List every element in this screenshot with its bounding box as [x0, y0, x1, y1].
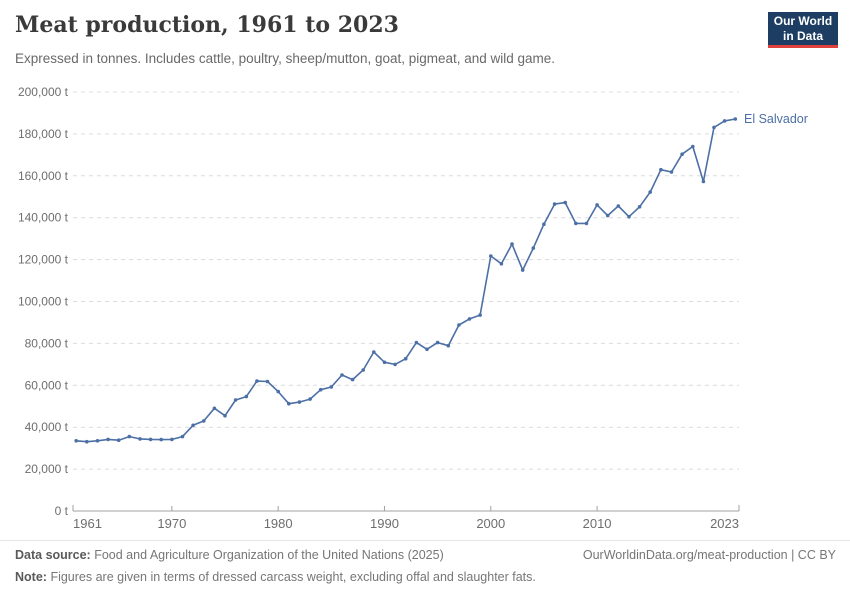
- x-tick-label: 1980: [264, 516, 293, 531]
- data-point: [712, 125, 716, 130]
- datasource-text: Food and Agriculture Organization of the…: [94, 548, 444, 562]
- data-point: [95, 439, 100, 443]
- data-point: [287, 401, 291, 406]
- data-point: [138, 437, 142, 441]
- data-point: [414, 340, 419, 345]
- data-point: [170, 437, 174, 442]
- chart-subtitle: Expressed in tonnes. Includes cattle, po…: [15, 51, 556, 66]
- data-line: [75, 118, 737, 443]
- data-point: [393, 362, 397, 367]
- data-point: [116, 438, 121, 443]
- data-point: [659, 167, 663, 172]
- x-tick-label: 1990: [370, 516, 399, 531]
- data-point: [552, 202, 557, 206]
- data-point: [733, 117, 738, 121]
- y-tick-label: 180,000 t: [18, 127, 69, 141]
- entity-label: El Salvador: [744, 112, 808, 126]
- x-tick-label: 2010: [583, 516, 612, 531]
- data-point: [180, 434, 185, 439]
- data-point: [510, 242, 514, 246]
- footer-note: Note: Figures are given in terms of dres…: [15, 570, 536, 584]
- data-point: [446, 343, 451, 348]
- footer-divider: [0, 540, 850, 541]
- data-point: [308, 397, 312, 401]
- data-point: [457, 323, 461, 327]
- data-point: [648, 190, 652, 194]
- data-point: [531, 246, 536, 250]
- data-point: [233, 398, 238, 402]
- data-point: [223, 413, 227, 418]
- data-point: [350, 377, 355, 382]
- data-point: [701, 179, 706, 184]
- data-point: [574, 221, 578, 226]
- y-tick-label: 120,000 t: [18, 253, 69, 267]
- y-tick-label: 60,000 t: [25, 378, 69, 392]
- data-point: [722, 119, 727, 123]
- data-point: [212, 406, 217, 411]
- data-point: [680, 152, 684, 156]
- data-point: [329, 385, 334, 389]
- data-point: [382, 360, 387, 365]
- data-point: [276, 389, 281, 394]
- datasource-label: Data source:: [15, 548, 91, 562]
- data-point: [297, 400, 302, 404]
- footer-link: OurWorldinData.org/meat-production | CC …: [582, 548, 836, 562]
- y-tick-label: 40,000 t: [25, 420, 69, 434]
- data-point: [467, 317, 472, 321]
- data-point: [244, 394, 249, 399]
- footer-datasource: Data source: Food and Agriculture Organi…: [15, 548, 444, 562]
- note-text: Figures are given in terms of dressed ca…: [50, 570, 536, 584]
- data-point: [563, 200, 567, 205]
- data-point: [85, 439, 89, 444]
- y-tick-label: 20,000 t: [25, 462, 69, 476]
- x-tick-label: 2023: [710, 516, 739, 531]
- data-point: [691, 144, 695, 149]
- data-point: [478, 313, 482, 317]
- chart-title: Meat production, 1961 to 2023: [15, 12, 399, 38]
- x-tick-label: 1970: [157, 516, 186, 531]
- data-point: [372, 350, 376, 354]
- data-point: [361, 368, 366, 372]
- data-point: [403, 356, 408, 361]
- data-point: [127, 434, 132, 439]
- data-point: [489, 254, 493, 258]
- line-chart: 0 t 20,000 t 40,000 t 60,000 t 80,000 t 100,0…: [18, 85, 808, 531]
- x-tick-label: 1961: [73, 516, 102, 531]
- note-label: Note:: [15, 570, 47, 584]
- data-point: [435, 340, 440, 345]
- data-point: [425, 347, 429, 352]
- data-point: [159, 437, 163, 442]
- y-tick-label: 200,000 t: [18, 85, 69, 99]
- y-tick-label: 100,000 t: [18, 295, 69, 309]
- owid-logo-line1: Our World: [773, 13, 833, 28]
- data-point: [255, 379, 259, 383]
- y-tick-label: 0 t: [55, 504, 69, 518]
- data-point: [605, 213, 610, 218]
- data-point: [520, 268, 525, 272]
- y-tick-label: 160,000 t: [18, 169, 69, 183]
- y-tick-label: 80,000 t: [25, 336, 69, 350]
- data-point: [340, 373, 344, 377]
- data-point: [318, 387, 323, 392]
- data-point: [627, 214, 631, 219]
- data-point: [616, 204, 621, 208]
- data-point: [202, 419, 206, 423]
- data-point: [106, 437, 110, 442]
- data-point: [74, 439, 78, 443]
- data-point: [191, 423, 195, 428]
- data-point: [637, 205, 642, 209]
- data-point: [584, 221, 589, 226]
- data-point: [265, 379, 270, 384]
- data-point: [595, 203, 599, 207]
- owid-logo-line2: in Data: [782, 28, 823, 43]
- data-point: [499, 262, 504, 266]
- data-point: [148, 437, 153, 442]
- x-tick-label: 2000: [476, 516, 505, 531]
- y-tick-label: 140,000 t: [18, 211, 69, 225]
- data-point: [669, 170, 674, 174]
- data-point: [542, 222, 546, 226]
- owid-logo: Our World in Data: [768, 12, 838, 48]
